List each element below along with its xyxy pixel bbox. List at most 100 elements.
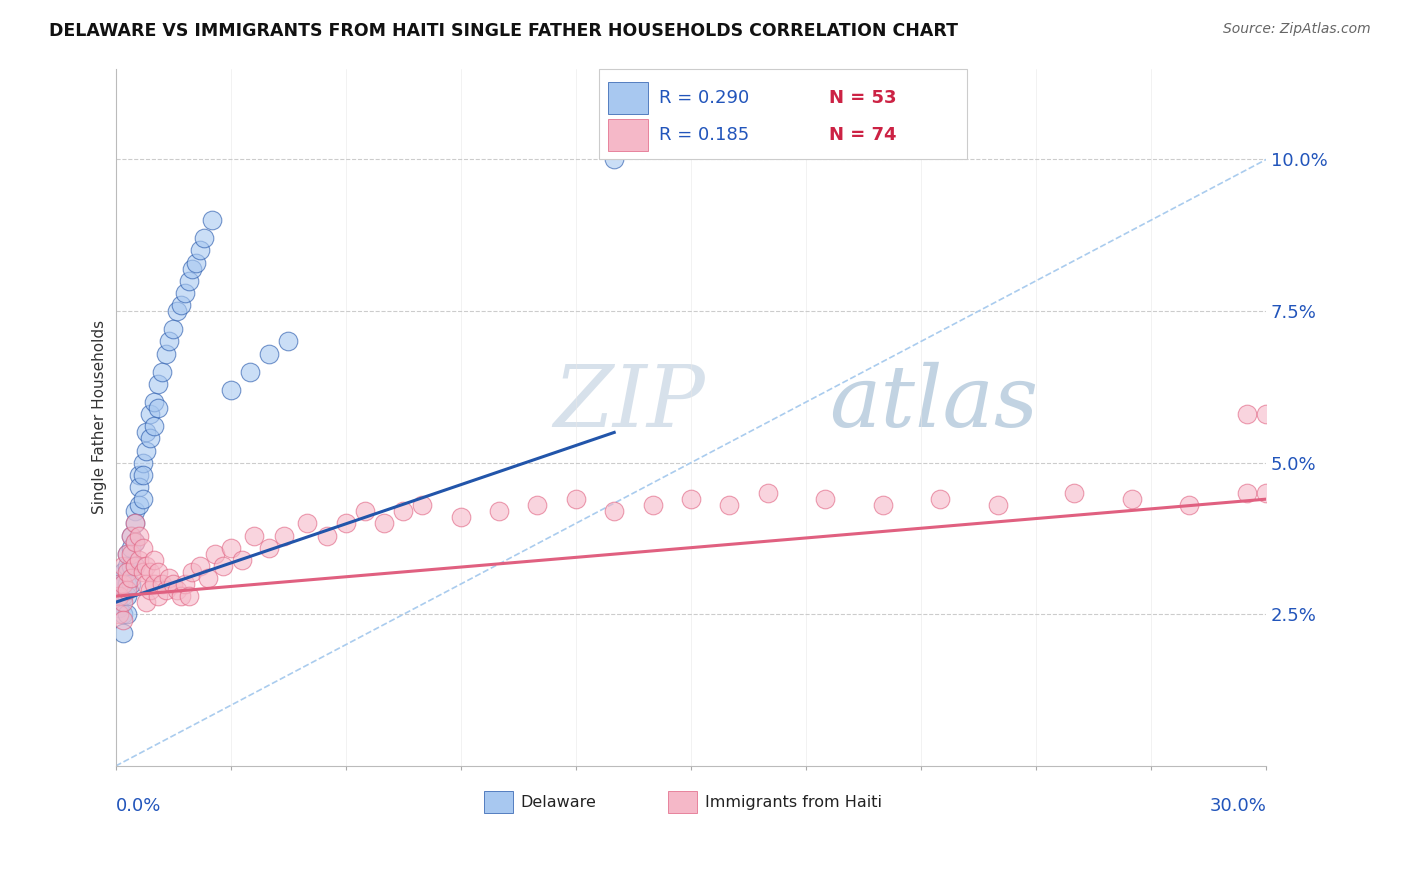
Point — [315, 528, 337, 542]
Point — [488, 504, 510, 518]
Bar — [607, 82, 648, 114]
Bar — [607, 120, 648, 151]
Point — [1256, 407, 1278, 421]
FancyBboxPatch shape — [599, 69, 967, 159]
Point — [128, 467, 150, 482]
Point — [297, 516, 319, 531]
Point — [1236, 486, 1258, 500]
Point — [124, 534, 146, 549]
Point — [115, 583, 138, 598]
Point — [188, 558, 211, 573]
Point — [219, 383, 242, 397]
Point — [1178, 498, 1201, 512]
Point — [108, 607, 131, 622]
Point — [131, 541, 153, 555]
Point — [273, 528, 295, 542]
Point — [112, 595, 135, 609]
Point — [155, 346, 177, 360]
Point — [181, 261, 204, 276]
Point — [239, 365, 262, 379]
Point — [135, 577, 157, 591]
Point — [150, 365, 173, 379]
Point — [354, 504, 377, 518]
Point — [112, 625, 135, 640]
Point — [143, 419, 166, 434]
Point — [115, 547, 138, 561]
Point — [157, 334, 180, 349]
Point — [115, 547, 138, 561]
Point — [108, 577, 131, 591]
Point — [373, 516, 395, 531]
Point — [131, 456, 153, 470]
Point — [162, 322, 184, 336]
Point — [124, 558, 146, 573]
Point — [150, 577, 173, 591]
Point — [146, 376, 169, 391]
Point — [170, 589, 193, 603]
Point — [526, 498, 548, 512]
Point — [186, 255, 208, 269]
Point — [131, 565, 153, 579]
Point — [987, 498, 1010, 512]
Text: R = 0.290: R = 0.290 — [658, 89, 749, 107]
Point — [115, 577, 138, 591]
Point — [204, 547, 226, 561]
Point — [146, 565, 169, 579]
Point — [200, 213, 222, 227]
Point — [193, 231, 215, 245]
Point — [188, 244, 211, 258]
Point — [135, 595, 157, 609]
Point — [166, 304, 188, 318]
Point — [1121, 492, 1143, 507]
Text: Delaware: Delaware — [520, 795, 596, 810]
Point — [120, 558, 142, 573]
Point — [143, 553, 166, 567]
Text: atlas: atlas — [830, 362, 1038, 444]
Point — [139, 565, 162, 579]
Point — [146, 401, 169, 416]
Point — [124, 504, 146, 518]
Point — [277, 334, 299, 349]
Point — [565, 492, 588, 507]
Point — [166, 583, 188, 598]
Point — [450, 510, 472, 524]
Point — [872, 498, 894, 512]
Point — [120, 577, 142, 591]
Point — [335, 516, 357, 531]
Point — [115, 558, 138, 573]
Point — [679, 492, 702, 507]
Point — [120, 547, 142, 561]
Point — [135, 443, 157, 458]
Text: N = 53: N = 53 — [830, 89, 897, 107]
Point — [128, 480, 150, 494]
Point — [1236, 407, 1258, 421]
Point — [231, 553, 253, 567]
Bar — [484, 791, 513, 814]
Point — [120, 571, 142, 585]
Point — [1256, 486, 1278, 500]
Point — [120, 528, 142, 542]
Point — [212, 558, 235, 573]
Point — [115, 607, 138, 622]
Point — [1063, 486, 1085, 500]
Point — [112, 565, 135, 579]
Point — [143, 577, 166, 591]
Point — [135, 558, 157, 573]
Point — [155, 583, 177, 598]
Point — [392, 504, 415, 518]
Point — [177, 589, 200, 603]
Text: R = 0.185: R = 0.185 — [658, 126, 749, 144]
Point — [131, 492, 153, 507]
Y-axis label: Single Father Households: Single Father Households — [93, 320, 107, 515]
Text: ZIP: ZIP — [553, 362, 704, 444]
Point — [257, 346, 280, 360]
Point — [128, 498, 150, 512]
Point — [181, 565, 204, 579]
Point — [115, 565, 138, 579]
Point — [929, 492, 952, 507]
Point — [128, 528, 150, 542]
Point — [162, 577, 184, 591]
Text: N = 74: N = 74 — [830, 126, 897, 144]
Point — [108, 589, 131, 603]
Point — [139, 432, 162, 446]
